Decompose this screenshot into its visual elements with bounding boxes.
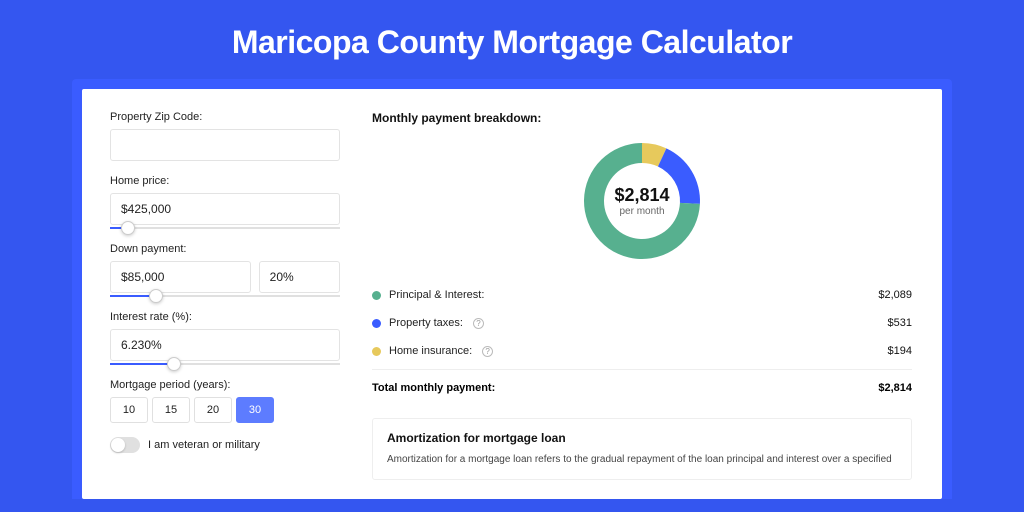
- down-payment-slider[interactable]: [110, 295, 340, 297]
- breakdown-title: Monthly payment breakdown:: [372, 111, 912, 125]
- help-icon[interactable]: ?: [482, 346, 493, 357]
- calculator-card: Property Zip Code: Home price: Down paym…: [82, 89, 942, 499]
- donut-chart: $2,814 per month: [582, 141, 702, 261]
- legend-value: $194: [888, 345, 912, 357]
- slider-thumb-icon[interactable]: [149, 289, 163, 303]
- divider: [372, 369, 912, 370]
- interest-field-group: Interest rate (%):: [110, 311, 340, 365]
- legend-value: $2,089: [878, 289, 912, 301]
- total-label: Total monthly payment:: [372, 382, 495, 394]
- legend-dot-icon: [372, 319, 381, 328]
- down-payment-label: Down payment:: [110, 243, 340, 255]
- toggle-knob-icon: [111, 438, 125, 452]
- donut-chart-wrap: $2,814 per month: [372, 135, 912, 281]
- legend-dot-icon: [372, 347, 381, 356]
- interest-label: Interest rate (%):: [110, 311, 340, 323]
- legend-value: $531: [888, 317, 912, 329]
- interest-input[interactable]: [110, 329, 340, 361]
- period-field-group: Mortgage period (years): 10152030: [110, 379, 340, 423]
- legend-dot-icon: [372, 291, 381, 300]
- veteran-toggle-row: I am veteran or military: [110, 437, 340, 453]
- zip-input[interactable]: [110, 129, 340, 161]
- interest-slider[interactable]: [110, 363, 340, 365]
- home-price-input[interactable]: [110, 193, 340, 225]
- down-payment-field-group: Down payment:: [110, 243, 340, 297]
- period-button-10[interactable]: 10: [110, 397, 148, 423]
- home-price-slider[interactable]: [110, 227, 340, 229]
- outer-card: Property Zip Code: Home price: Down paym…: [72, 79, 952, 499]
- legend-label: Home insurance:: [389, 345, 472, 357]
- total-row: Total monthly payment: $2,814: [372, 374, 912, 402]
- legend-label: Principal & Interest:: [389, 289, 484, 301]
- zip-label: Property Zip Code:: [110, 111, 340, 123]
- down-payment-input[interactable]: [110, 261, 251, 293]
- inputs-column: Property Zip Code: Home price: Down paym…: [82, 89, 362, 499]
- period-label: Mortgage period (years):: [110, 379, 340, 391]
- veteran-toggle[interactable]: [110, 437, 140, 453]
- breakdown-column: Monthly payment breakdown: $2,814 per mo…: [362, 89, 942, 499]
- zip-field-group: Property Zip Code:: [110, 111, 340, 161]
- home-price-field-group: Home price:: [110, 175, 340, 229]
- donut-center: $2,814 per month: [582, 141, 702, 261]
- total-value: $2,814: [878, 382, 912, 394]
- home-price-label: Home price:: [110, 175, 340, 187]
- legend-label: Property taxes:: [389, 317, 463, 329]
- donut-amount: $2,814: [614, 185, 669, 206]
- period-button-15[interactable]: 15: [152, 397, 190, 423]
- legend-row: Property taxes:? $531: [372, 309, 912, 337]
- legend-row: Home insurance:? $194: [372, 337, 912, 365]
- period-button-20[interactable]: 20: [194, 397, 232, 423]
- help-icon[interactable]: ?: [473, 318, 484, 329]
- period-button-30[interactable]: 30: [236, 397, 274, 423]
- slider-thumb-icon[interactable]: [121, 221, 135, 235]
- legend-row: Principal & Interest: $2,089: [372, 281, 912, 309]
- donut-subtitle: per month: [619, 206, 664, 217]
- amortization-card: Amortization for mortgage loan Amortizat…: [372, 418, 912, 480]
- slider-thumb-icon[interactable]: [167, 357, 181, 371]
- page-title: Maricopa County Mortgage Calculator: [0, 0, 1024, 79]
- veteran-label: I am veteran or military: [148, 439, 260, 451]
- amortization-text: Amortization for a mortgage loan refers …: [387, 453, 897, 467]
- down-payment-pct-input[interactable]: [259, 261, 340, 293]
- amortization-title: Amortization for mortgage loan: [387, 431, 897, 445]
